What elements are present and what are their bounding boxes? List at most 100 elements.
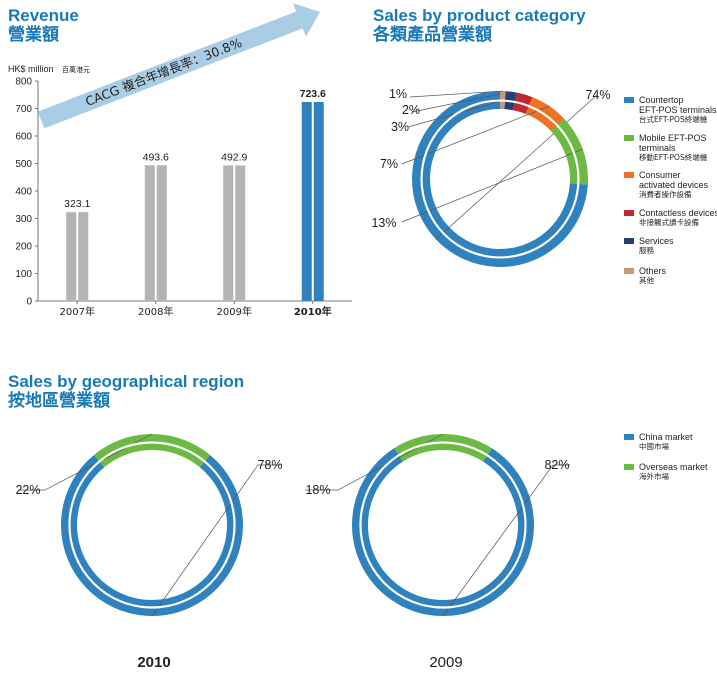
- legend-label: Contactless devices: [639, 208, 717, 218]
- bar: [301, 102, 312, 301]
- slice-label: 78%: [257, 458, 282, 472]
- bar-value-label: 492.9: [221, 151, 247, 163]
- leader-line: [411, 91, 512, 113]
- product-title: Sales by product category 各類產品營業額: [373, 6, 586, 44]
- legend-label-zh: 非接觸式讀卡設備: [639, 218, 699, 227]
- x-tick-label: 2007年: [60, 305, 95, 318]
- slice-label: 7%: [380, 157, 398, 171]
- bar-value-label: 323.1: [64, 198, 90, 210]
- slice-label: 82%: [544, 458, 569, 472]
- legend-text: Services 服務: [639, 236, 717, 256]
- bar: [313, 102, 324, 301]
- donut-product: 74% 13% 7% 3% 2% 1%: [371, 87, 611, 267]
- legend-label: Others: [639, 266, 667, 276]
- region-title-zh: 按地區營業額: [8, 391, 110, 410]
- y-axis-label-zh: 百萬港元: [62, 65, 90, 74]
- legend-swatch: [624, 464, 634, 470]
- product-title-en: Sales by product category: [373, 6, 586, 25]
- legend-swatch: [624, 135, 634, 141]
- region-title: Sales by geographical region 按地區營業額: [8, 372, 244, 410]
- legend-label: activated devices: [639, 180, 709, 190]
- legend-label: terminals: [639, 143, 676, 153]
- revenue-title-zh: 營業額: [8, 25, 59, 44]
- y-tick-label: 300: [15, 214, 32, 225]
- revenue-title-en: Revenue: [8, 6, 79, 25]
- bar: [223, 165, 234, 301]
- legend-label: Countertop: [639, 95, 684, 105]
- legend-swatch: [624, 434, 634, 440]
- legend-swatch: [624, 172, 634, 178]
- leader-line: [401, 148, 583, 223]
- inner-ring-line: [359, 441, 527, 609]
- legend-label: China market: [639, 432, 693, 442]
- legend-swatch: [624, 268, 634, 274]
- y-tick-label: 200: [15, 242, 32, 253]
- cagr-label: CACG 複合年增長率：30.8%: [83, 35, 244, 109]
- slice-label: 18%: [305, 483, 330, 497]
- bar-value-label: 493.6: [143, 151, 169, 163]
- legend-label-zh: 海外市場: [639, 472, 669, 481]
- legend-label: Mobile EFT-POS: [639, 133, 707, 143]
- bar: [144, 165, 155, 301]
- legend-text: Mobile EFT-POS terminals 移動EFT-POS終端機: [639, 133, 717, 163]
- leader-line: [409, 90, 503, 98]
- legend-label: EFT-POS terminals: [639, 105, 717, 115]
- legend-swatch: [624, 210, 634, 216]
- product-title-zh: 各類產品營業額: [373, 25, 492, 44]
- slice-label: 22%: [15, 483, 40, 497]
- inner-ring-line: [68, 441, 236, 609]
- legend-label: Services: [639, 236, 674, 246]
- y-tick-label: 400: [15, 187, 32, 198]
- y-tick-label: 600: [15, 132, 32, 143]
- bar: [235, 165, 246, 301]
- leader-line: [151, 464, 282, 617]
- legend-swatch: [624, 238, 634, 244]
- legend-label-zh: 其他: [639, 276, 654, 285]
- y-tick-label: 0: [26, 297, 32, 308]
- donut-region-2010: 78% 22%: [15, 433, 283, 617]
- leader-line: [442, 464, 570, 617]
- legend-text: Countertop EFT-POS terminals 台式EFT-POS終端機: [639, 95, 717, 125]
- slice-label: 1%: [389, 87, 407, 101]
- legend-label: Consumer: [639, 170, 681, 180]
- bar: [66, 212, 77, 301]
- legend-label-zh: 服務: [639, 246, 654, 255]
- legend-text: China market 中國市場: [639, 432, 717, 452]
- x-tick-label: 2008年: [138, 305, 173, 318]
- legend-label: Overseas market: [639, 462, 708, 472]
- y-axis-label: HK$ million: [8, 64, 54, 74]
- y-tick-label: 700: [15, 104, 32, 115]
- revenue-title: Revenue 營業額: [8, 6, 79, 44]
- slice-label: 13%: [371, 216, 396, 230]
- legend-text: Overseas market 海外市場: [639, 462, 717, 482]
- leader-line: [435, 94, 598, 240]
- donut-caption: 2009: [429, 654, 462, 671]
- bar: [78, 212, 89, 301]
- x-tick-label: 2010年: [294, 305, 332, 318]
- donut-slice: [61, 454, 243, 616]
- slice-label: 3%: [391, 120, 409, 134]
- legend-label-zh: 消費者操作設備: [639, 190, 692, 199]
- legend-text: Consumer activated devices 消費者操作設備: [639, 170, 717, 200]
- bar: [156, 165, 167, 301]
- revenue-chart: CACG 複合年增長率：30.8% HK$ million 百萬港元 0 100 200 3…: [8, 3, 352, 318]
- legend-label-zh: 移動EFT-POS終端機: [639, 153, 708, 162]
- y-tick-label: 800: [15, 77, 32, 88]
- legend-label-zh: 台式EFT-POS終端機: [639, 115, 708, 124]
- cagr-arrow-shape: [37, 3, 320, 129]
- donut-slice: [550, 118, 588, 185]
- slice-label: 74%: [585, 88, 610, 102]
- legend-text: Contactless devices 非接觸式讀卡設備: [639, 208, 717, 228]
- leader-line: [305, 433, 444, 491]
- donut-region-2009: 82% 18%: [305, 433, 570, 617]
- region-title-en: Sales by geographical region: [8, 372, 245, 391]
- x-tick-label: 2009年: [217, 305, 252, 318]
- donut-caption: 2010: [137, 654, 170, 671]
- legend-label-zh: 中國市場: [639, 442, 669, 451]
- y-tick-label: 100: [15, 269, 32, 280]
- legend-text: Others 其他: [639, 266, 717, 286]
- slice-label: 2%: [402, 103, 420, 117]
- y-tick-label: 500: [15, 159, 32, 170]
- bar-value-label: 723.6: [300, 88, 326, 100]
